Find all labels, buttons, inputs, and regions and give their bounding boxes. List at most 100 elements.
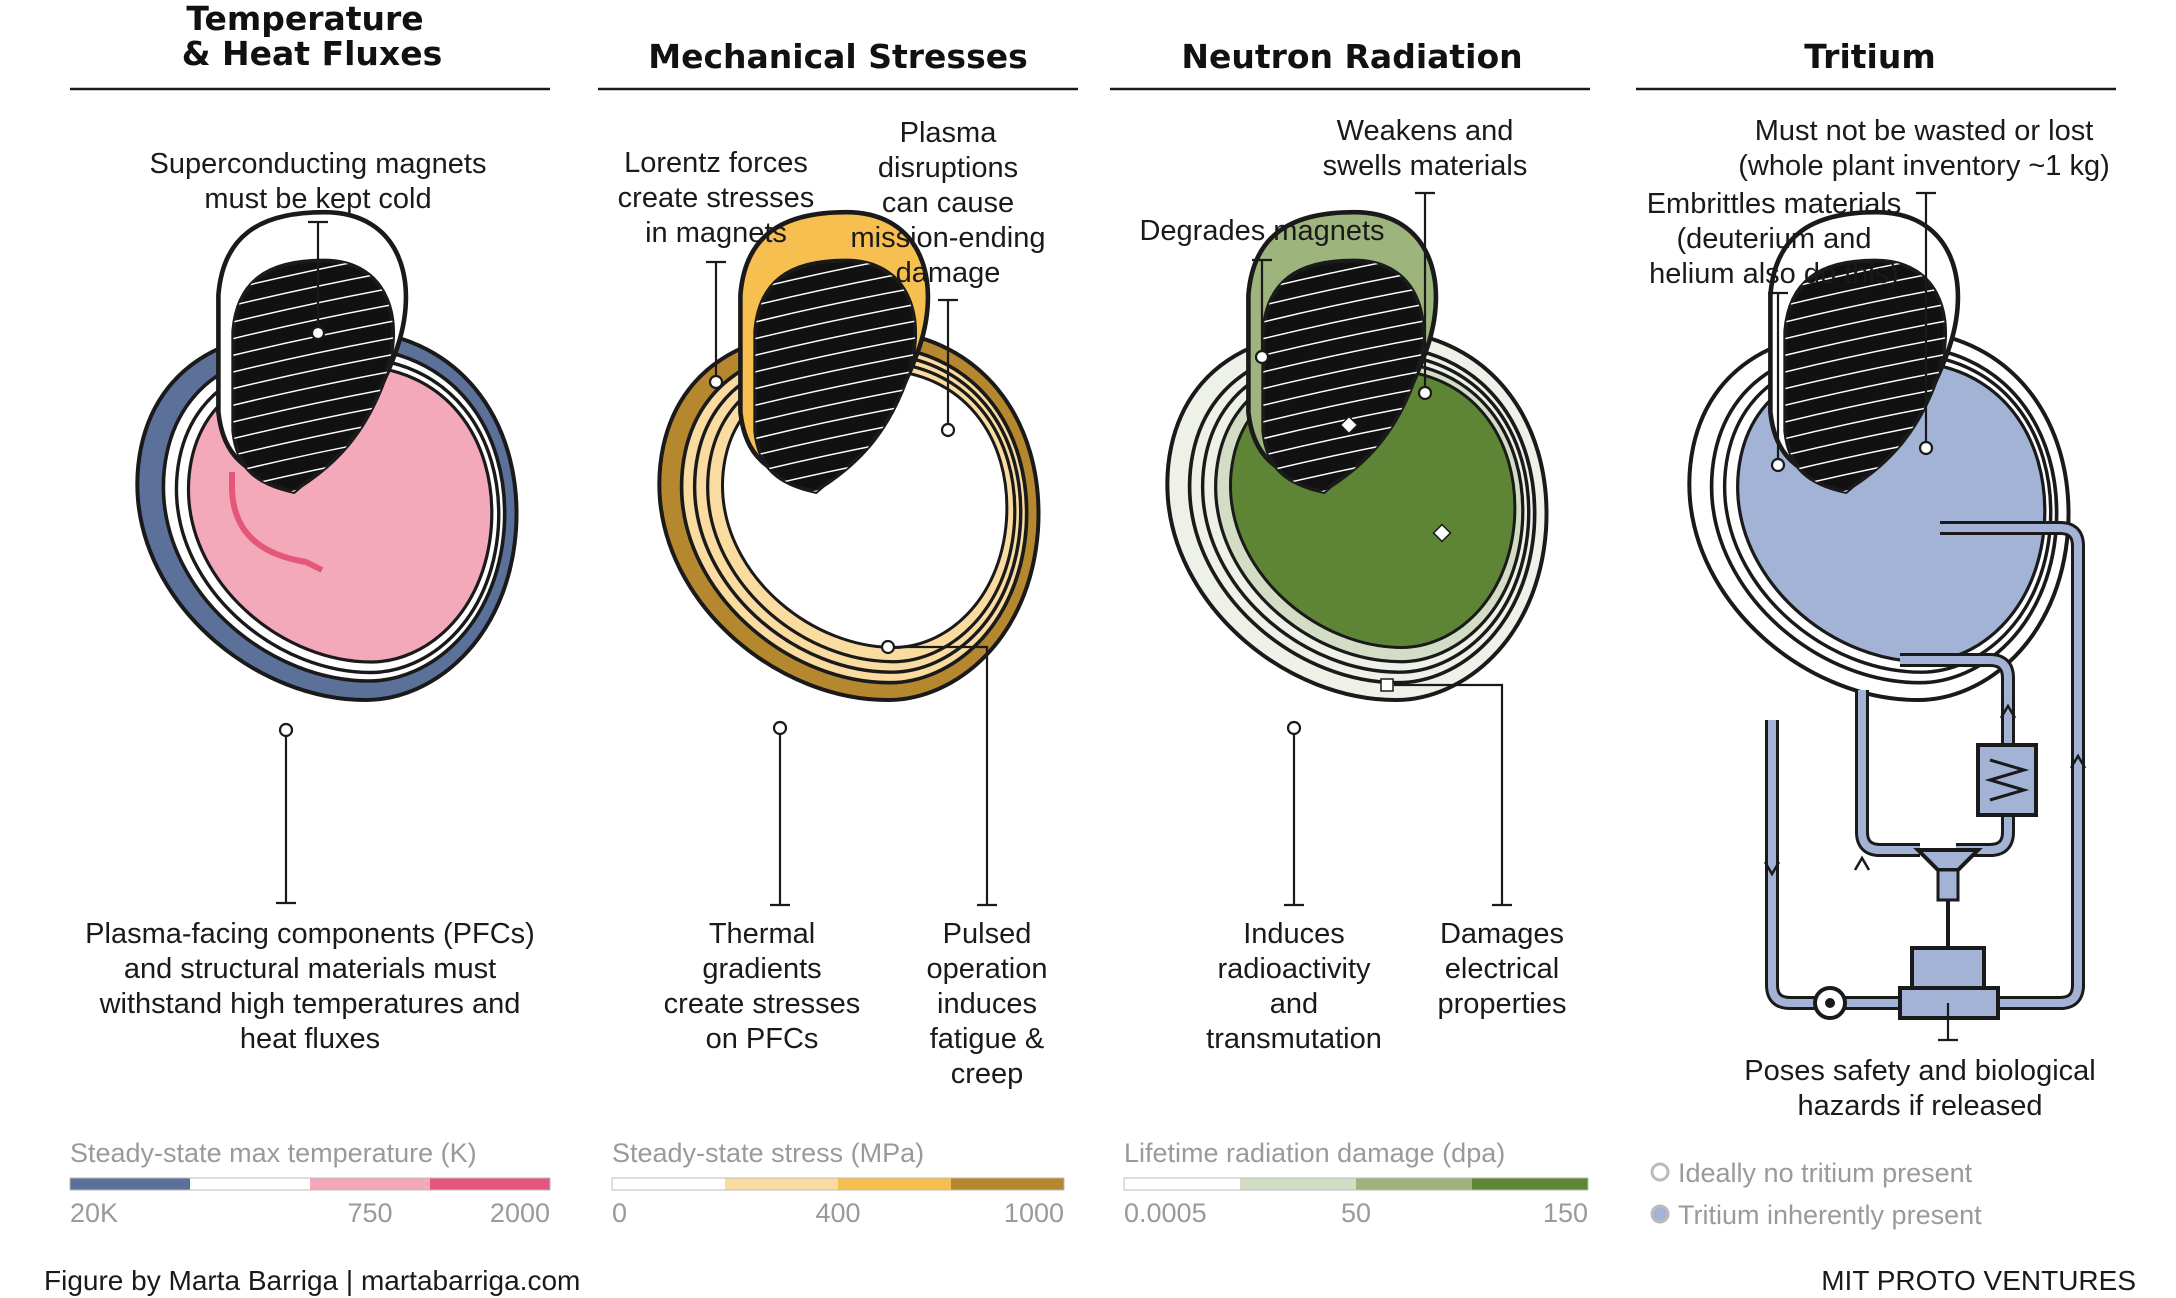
annotation-lorentz-2: create stresses: [618, 182, 815, 214]
panel-title-temperature-2: & Heat Fluxes: [182, 34, 442, 73]
leader-dot: [1254, 349, 1270, 365]
annotation-embrittles-2: (deuterium and: [1676, 223, 1871, 255]
flow-arrow-icon: [2069, 753, 2087, 769]
header-row: Temperature & Heat Fluxes Mechanical Str…: [70, 0, 2116, 91]
storage-unit: [1910, 946, 1986, 990]
annotation-thermal-1: Thermal: [709, 918, 815, 950]
annotation-pulsed-4: fatigue &: [930, 1023, 1044, 1055]
annotation-pfc-3: withstand high temperatures and: [99, 988, 521, 1020]
annotation-radioactivity-2: radioactivity: [1217, 953, 1371, 985]
annotation-pulsed-5: creep: [951, 1058, 1024, 1090]
annotation-pulsed-3: induces: [937, 988, 1037, 1020]
legend-swatch: [725, 1178, 838, 1190]
annotation-lorentz-1: Lorentz forces: [624, 147, 808, 179]
annotation-magnets-cold-1: Superconducting magnets: [150, 148, 487, 180]
leader-dot: [1286, 720, 1302, 736]
leader-dot: [708, 374, 724, 390]
legend-tick: 20K: [70, 1198, 118, 1228]
leader-dot: [940, 422, 956, 438]
annotation-thermal-3: create stresses: [664, 988, 861, 1020]
annotation-pfc-1: Plasma-facing components (PFCs): [85, 918, 535, 950]
legend-tick: 50: [1341, 1198, 1371, 1228]
tritium-fuel-cycle: [1765, 521, 2085, 1010]
panel-title-neutron: Neutron Radiation: [1181, 37, 1522, 76]
plasma-striation: [1785, 316, 1946, 358]
plasma-striation: [1263, 333, 1424, 375]
legend-swatch: [70, 1178, 190, 1190]
annotation-hazard-1: Poses safety and biological: [1744, 1055, 2095, 1087]
damage-marker: [1339, 415, 1359, 435]
annotation-pfc-2: and structural materials must: [124, 953, 496, 985]
legend-swatch: [190, 1178, 310, 1190]
legend-swatch: [612, 1178, 725, 1190]
plasma-striation: [755, 333, 916, 375]
legend-temperature: Steady-state max temperature (K) 20K 750…: [69, 1138, 551, 1228]
leader-dot: [310, 325, 326, 341]
damage-marker: [1432, 523, 1452, 543]
annotation-electrical-3: properties: [1438, 988, 1567, 1020]
legend-marker: [1650, 1204, 1670, 1224]
annotation-disruptions-5: damage: [896, 257, 1001, 289]
annotation-thermal-4: on PFCs: [706, 1023, 819, 1055]
legend-title: Steady-state max temperature (K): [70, 1138, 477, 1168]
legend-tick: 750: [347, 1198, 392, 1228]
tokamak-neutron: [1165, 212, 1549, 702]
plasma-striation: [1263, 350, 1424, 391]
flow-arrow-icon: [1763, 861, 1781, 877]
plasma-striation: [1785, 350, 1946, 391]
plasma-striation: [233, 333, 394, 375]
footer-brand: MIT PROTO VENTURES: [1821, 1265, 2136, 1296]
leader-dot: [880, 639, 896, 655]
legend-tick: 0: [612, 1198, 627, 1228]
legend-swatch: [1356, 1178, 1472, 1190]
pump-hub: [1825, 998, 1835, 1008]
legend-title: Lifetime radiation damage (dpa): [1124, 1138, 1505, 1168]
flow-arrow-icon: [1853, 855, 1871, 871]
annotation-disruptions-3: can cause: [882, 187, 1014, 219]
valve-icon: [1936, 868, 1960, 902]
annotation-embrittles-1: Embrittles materials: [1647, 188, 1902, 220]
annotation-thermal-2: gradients: [702, 953, 821, 985]
annotation-degrades-magnets: Degrades magnets: [1139, 215, 1384, 247]
legend-swatch: [1240, 1178, 1356, 1190]
separator-icon: [1913, 848, 1983, 872]
panel-title-temperature-1: Temperature: [186, 0, 423, 38]
leader-dot: [1417, 385, 1433, 401]
legend-tick: 400: [815, 1198, 860, 1228]
annotation-electrical-2: electrical: [1445, 953, 1559, 985]
annotation-wasted-2: (whole plant inventory ~1 kg): [1738, 150, 2110, 182]
legend-tick: 150: [1543, 1198, 1588, 1228]
leader-line: [888, 645, 989, 905]
legend-swatch: [951, 1178, 1064, 1190]
annotation-weakens-2: swells materials: [1323, 150, 1528, 182]
footer-credit: Figure by Marta Barriga | martabarriga.c…: [44, 1265, 580, 1296]
leader-dot: [772, 720, 788, 736]
plasma-striation: [233, 350, 394, 391]
annotation-weakens-1: Weakens and: [1337, 115, 1514, 147]
leader-line: [1394, 683, 1504, 905]
leader-dot: [1918, 440, 1934, 456]
annotation-radioactivity-4: transmutation: [1206, 1023, 1382, 1055]
legend-tick: 1000: [1004, 1198, 1064, 1228]
legend-stress: Steady-state stress (MPa) 0 400 1000: [611, 1138, 1065, 1228]
annotation-electrical-1: Damages: [1440, 918, 1564, 950]
legend-swatch: [430, 1178, 550, 1190]
annotation-radioactivity-3: and: [1270, 988, 1318, 1020]
panel-title-stress: Mechanical Stresses: [648, 37, 1027, 76]
legend-tick: 2000: [490, 1198, 550, 1228]
legend-marker: [1650, 1162, 1670, 1182]
flow-arrow-icon: [1999, 703, 2017, 719]
legend-swatch: [838, 1178, 951, 1190]
legend-neutron: Lifetime radiation damage (dpa) 0.0005 5…: [1123, 1138, 1589, 1228]
legend-swatch: [1472, 1178, 1588, 1190]
plasma-striation: [755, 316, 916, 358]
annotation-disruptions-1: Plasma: [900, 117, 998, 149]
annotation-embrittles-3: helium also do this): [1649, 258, 1899, 290]
legend-tritium: Ideally no tritium present Tritium inher…: [1650, 1158, 1982, 1230]
leader-dot: [278, 722, 294, 738]
tokamak-stress: [657, 212, 1041, 702]
plasma-striation: [755, 350, 916, 391]
annotation-pulsed-1: Pulsed: [943, 918, 1032, 950]
annotation-magnets-cold-2: must be kept cold: [204, 183, 431, 215]
